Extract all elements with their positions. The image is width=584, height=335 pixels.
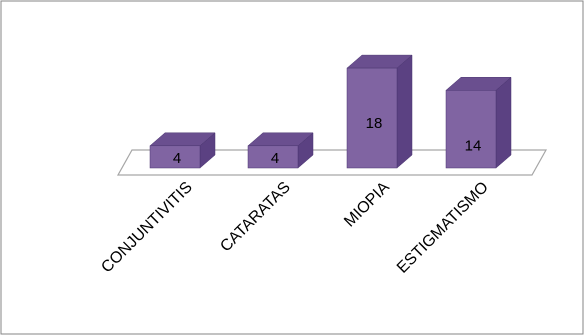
bar-front — [149, 145, 201, 169]
data-label: 4 — [173, 150, 181, 167]
data-labels-group: 4 4 18 14 — [173, 115, 482, 167]
bar-side — [495, 76, 512, 169]
bar-estigmatismo — [445, 76, 512, 169]
bar-side — [396, 54, 413, 169]
chart-floor — [116, 149, 548, 176]
chart-floor-plane — [116, 149, 548, 176]
bar-front — [445, 90, 497, 169]
data-label: 18 — [366, 115, 383, 132]
data-label: 14 — [465, 137, 482, 154]
bar-cataratas — [247, 132, 314, 169]
bar-front — [247, 145, 299, 169]
data-label: 4 — [271, 150, 279, 167]
bars-group — [149, 54, 512, 169]
bar-miopia — [346, 54, 413, 169]
bar-front — [346, 67, 398, 169]
bar-conjuntivitis — [149, 132, 216, 169]
